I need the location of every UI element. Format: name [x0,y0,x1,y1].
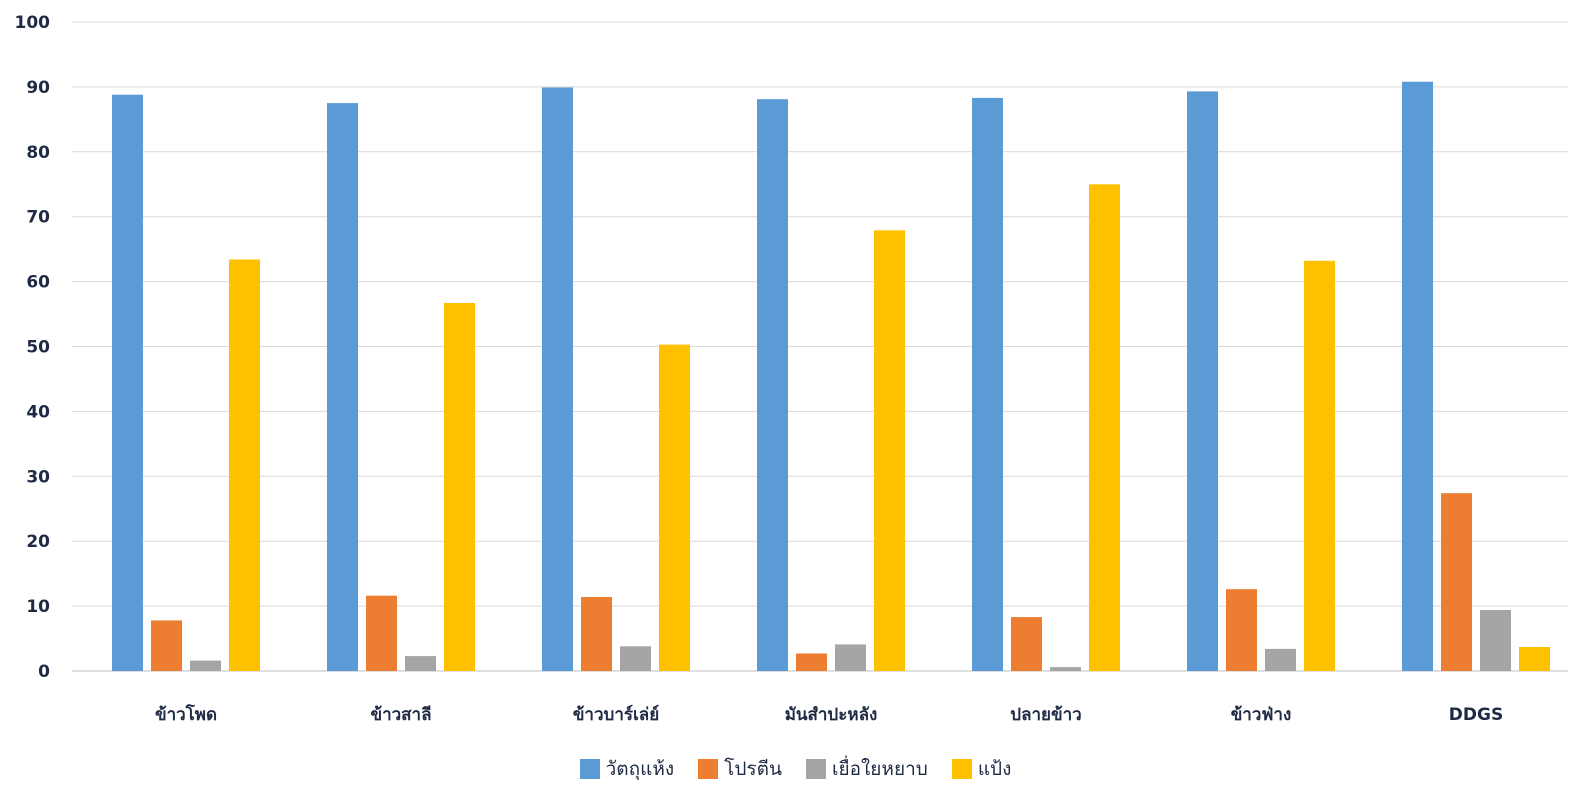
x-tick-label: ปลายข้าว [1010,705,1081,725]
bar [796,653,827,671]
x-tick-label: ข้าวโพด [155,704,217,725]
x-tick-label: มันสำปะหลัง [785,705,878,725]
legend-label: โปรตีน [724,758,782,780]
legend-swatch [805,759,826,779]
y-tick-label: 40 [26,402,50,422]
bar [1187,91,1218,671]
bar [1519,647,1550,671]
bar [1050,667,1081,671]
x-tick-label: ข้าวฟ่าง [1231,705,1292,725]
bar [366,595,397,671]
legend-swatch [579,759,600,779]
y-axis-tick-labels: 0 10 20 30 40 50 60 70 80 90 100 [15,13,51,682]
bar [1304,260,1335,671]
bar [112,94,143,671]
x-tick-label: DDGS [1449,705,1503,725]
x-tick-label: ข้าวสาลี [370,704,431,725]
legend-item: โปรตีน [698,754,782,784]
bar [327,103,358,672]
y-tick-label: 60 [26,273,50,293]
bars [112,81,1550,672]
legend-item: แป้ง [951,754,1012,784]
bar [1402,81,1433,671]
bar [229,259,260,671]
legend-label: แป้ง [977,758,1012,780]
bar [151,620,182,671]
bar [757,99,788,671]
y-tick-label: 0 [38,662,50,682]
y-tick-label: 10 [26,597,50,617]
bar [972,97,1003,671]
y-tick-label: 30 [26,467,50,487]
y-tick-label: 90 [26,78,50,98]
bar [835,644,866,671]
legend-swatch [698,759,719,779]
y-tick-label: 50 [26,338,50,358]
bar [659,344,690,671]
y-tick-label: 20 [26,532,50,552]
bar [1011,617,1042,671]
bar [1226,589,1257,671]
bar [620,646,651,671]
y-tick-label: 70 [26,208,50,228]
y-tick-label: 80 [26,143,50,163]
gridlines [72,21,1568,672]
bar [581,597,612,671]
y-tick-label: 100 [15,13,51,33]
legend: วัตถุแห้ง โปรตีน เยื่อใยหยาบ แป้ง [0,752,1591,786]
legend-label: วัตถุแห้ง [605,758,675,780]
bar [444,303,475,671]
bar [1480,610,1511,671]
bar [542,87,573,671]
legend-item: วัตถุแห้ง [579,754,675,784]
bar [874,230,905,672]
legend-swatch [951,759,972,779]
bar [1265,648,1296,671]
x-tick-label: ข้าวบาร์เล่ย์ [573,704,659,725]
legend-item: เยื่อใยหยาบ [805,754,928,784]
bar [405,656,436,671]
bar [1089,184,1120,672]
legend-label: เยื่อใยหยาบ [831,758,928,780]
x-axis-tick-labels: ข้าวโพด ข้าวสาลี ข้าวบาร์เล่ย์ มันสำปะหลัง ป… [155,704,1503,725]
bar [190,660,221,671]
bar [1441,493,1472,671]
